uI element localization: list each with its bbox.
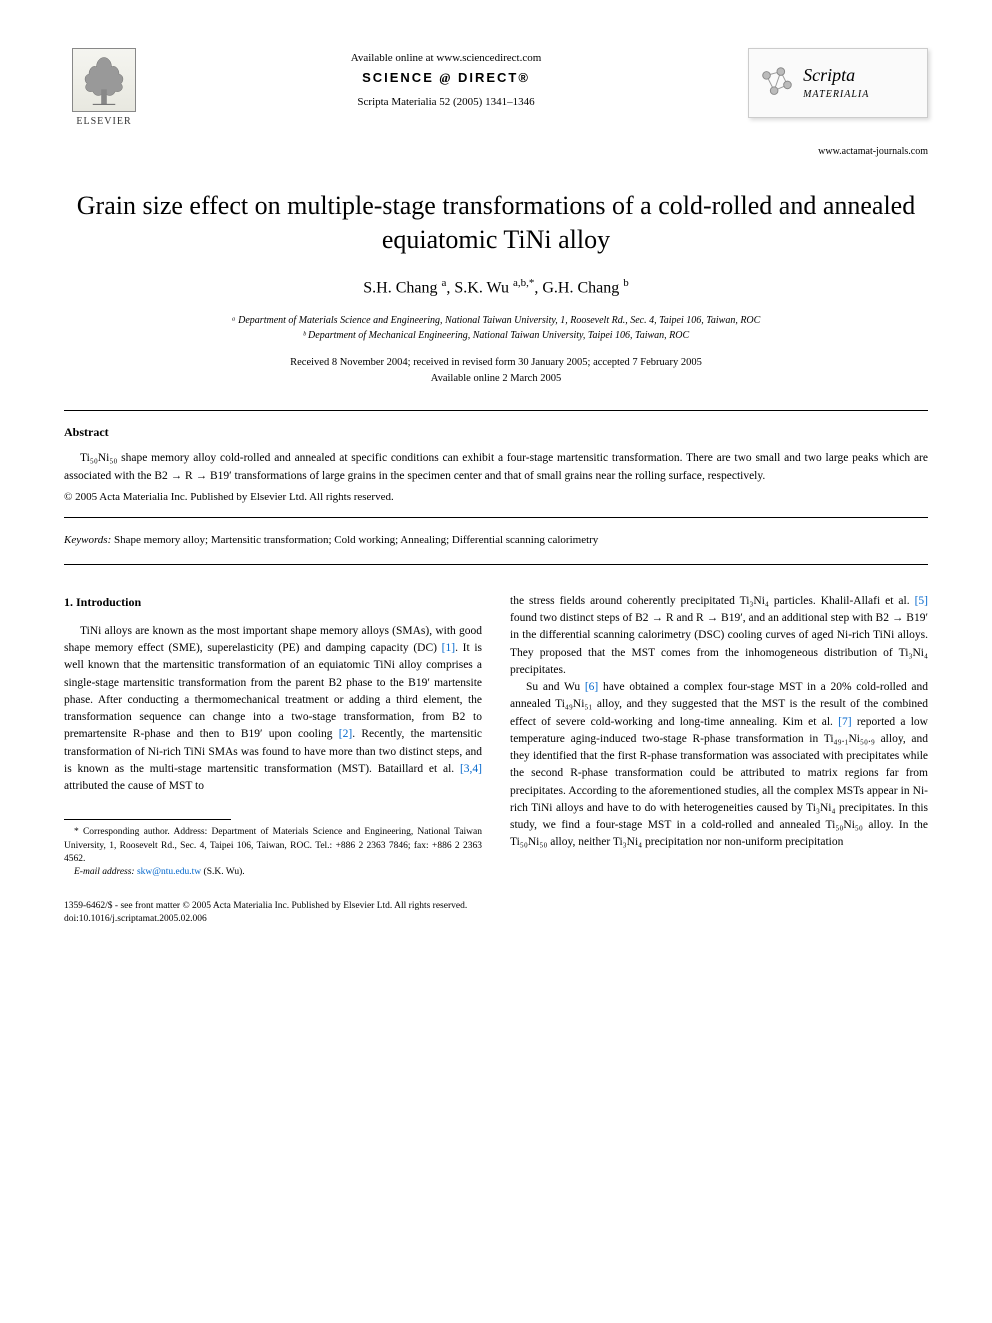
email-link[interactable]: skw@ntu.edu.tw — [135, 867, 204, 877]
abstract-copyright: © 2005 Acta Materialia Inc. Published by… — [64, 491, 928, 503]
p1-text-b: . It is well known that the martensitic … — [64, 642, 482, 740]
journal-url[interactable]: www.actamat-journals.com — [64, 146, 928, 157]
science-direct-logo: SCIENCE @ DIRECT® — [144, 70, 748, 86]
col2-paragraph-1: the stress fields around coherently prec… — [510, 593, 928, 679]
intro-paragraph-1: TiNi alloys are known as the most import… — [64, 623, 482, 796]
ref-link-7[interactable]: [7] — [838, 716, 851, 728]
header-row: ELSEVIER Available online at www.science… — [64, 48, 928, 138]
email-suffix: (S.K. Wu). — [204, 867, 245, 877]
science-direct-text-1: SCIENCE — [362, 70, 434, 85]
section-heading-intro: 1. Introduction — [64, 593, 482, 611]
email-label: E-mail address: — [74, 867, 135, 877]
footnote-corresponding: * Corresponding author. Address: Departm… — [64, 826, 482, 866]
c2p2-text-c: reported a low temperature aging-induced… — [510, 716, 928, 849]
c2p1-text-b: found two distinct steps of B2 → R and R… — [510, 612, 928, 676]
body-columns: 1. Introduction TiNi alloys are known as… — [64, 593, 928, 880]
footer-front-matter: 1359-6462/$ - see front matter © 2005 Ac… — [64, 900, 928, 913]
footer-doi: doi:10.1016/j.scriptamat.2005.02.006 — [64, 913, 928, 926]
article-title: Grain size effect on multiple-stage tran… — [64, 189, 928, 257]
elsevier-tree-icon — [72, 48, 136, 112]
affiliations: ᵃ Department of Materials Science and En… — [64, 313, 928, 343]
available-online-text: Available online at www.sciencedirect.co… — [144, 52, 748, 64]
journal-logo: Scripta MATERIALIA — [748, 48, 928, 118]
dates-online: Available online 2 March 2005 — [64, 371, 928, 387]
article-dates: Received 8 November 2004; received in re… — [64, 355, 928, 387]
science-direct-text-2: DIRECT® — [458, 70, 530, 85]
dates-received: Received 8 November 2004; received in re… — [64, 355, 928, 371]
journal-materialia: MATERIALIA — [803, 89, 869, 100]
c2p2-text-a: Su and Wu — [526, 681, 585, 693]
keywords-section: Keywords: Shape memory alloy; Martensiti… — [64, 526, 928, 565]
ref-link-3-4[interactable]: [3,4] — [460, 763, 482, 775]
journal-name: Scripta MATERIALIA — [803, 65, 919, 102]
affiliation-b: ᵇ Department of Mechanical Engineering, … — [64, 328, 928, 343]
ref-link-1[interactable]: [1] — [442, 642, 455, 654]
footnote-email: E-mail address: skw@ntu.edu.tw (S.K. Wu)… — [64, 866, 482, 879]
p1-text-a: TiNi alloys are known as the most import… — [64, 625, 482, 654]
column-left: 1. Introduction TiNi alloys are known as… — [64, 593, 482, 880]
p1-text-d: attributed the cause of MST to — [64, 780, 204, 792]
c2p1-text-a: the stress fields around coherently prec… — [510, 595, 915, 607]
footnote-separator — [64, 819, 231, 820]
ref-link-5[interactable]: [5] — [915, 595, 928, 607]
column-right: the stress fields around coherently prec… — [510, 593, 928, 880]
affiliation-a: ᵃ Department of Materials Science and En… — [64, 313, 928, 328]
ref-link-2[interactable]: [2] — [339, 728, 352, 740]
citation-line: Scripta Materialia 52 (2005) 1341–1346 — [144, 96, 748, 108]
abstract-heading: Abstract — [64, 425, 928, 440]
abstract-text: Ti₅₀Ni₅₀ shape memory alloy cold-rolled … — [64, 450, 928, 485]
journal-scripta: Scripta — [803, 65, 855, 85]
col2-paragraph-2: Su and Wu [6] have obtained a complex fo… — [510, 679, 928, 852]
footer: 1359-6462/$ - see front matter © 2005 Ac… — [64, 900, 928, 927]
authors: S.H. Chang a, S.K. Wu a,b,*, G.H. Chang … — [64, 277, 928, 297]
header-center: Available online at www.sciencedirect.co… — [144, 48, 748, 108]
keywords-label: Keywords: — [64, 534, 111, 546]
abstract-section: Abstract Ti₅₀Ni₅₀ shape memory alloy col… — [64, 410, 928, 518]
elsevier-logo: ELSEVIER — [64, 48, 144, 138]
ref-link-6[interactable]: [6] — [585, 681, 598, 693]
elsevier-label: ELSEVIER — [76, 116, 131, 127]
science-direct-at-icon: @ — [440, 70, 453, 85]
keywords-text: Shape memory alloy; Martensitic transfor… — [111, 534, 598, 546]
journal-molecule-icon — [757, 63, 795, 103]
